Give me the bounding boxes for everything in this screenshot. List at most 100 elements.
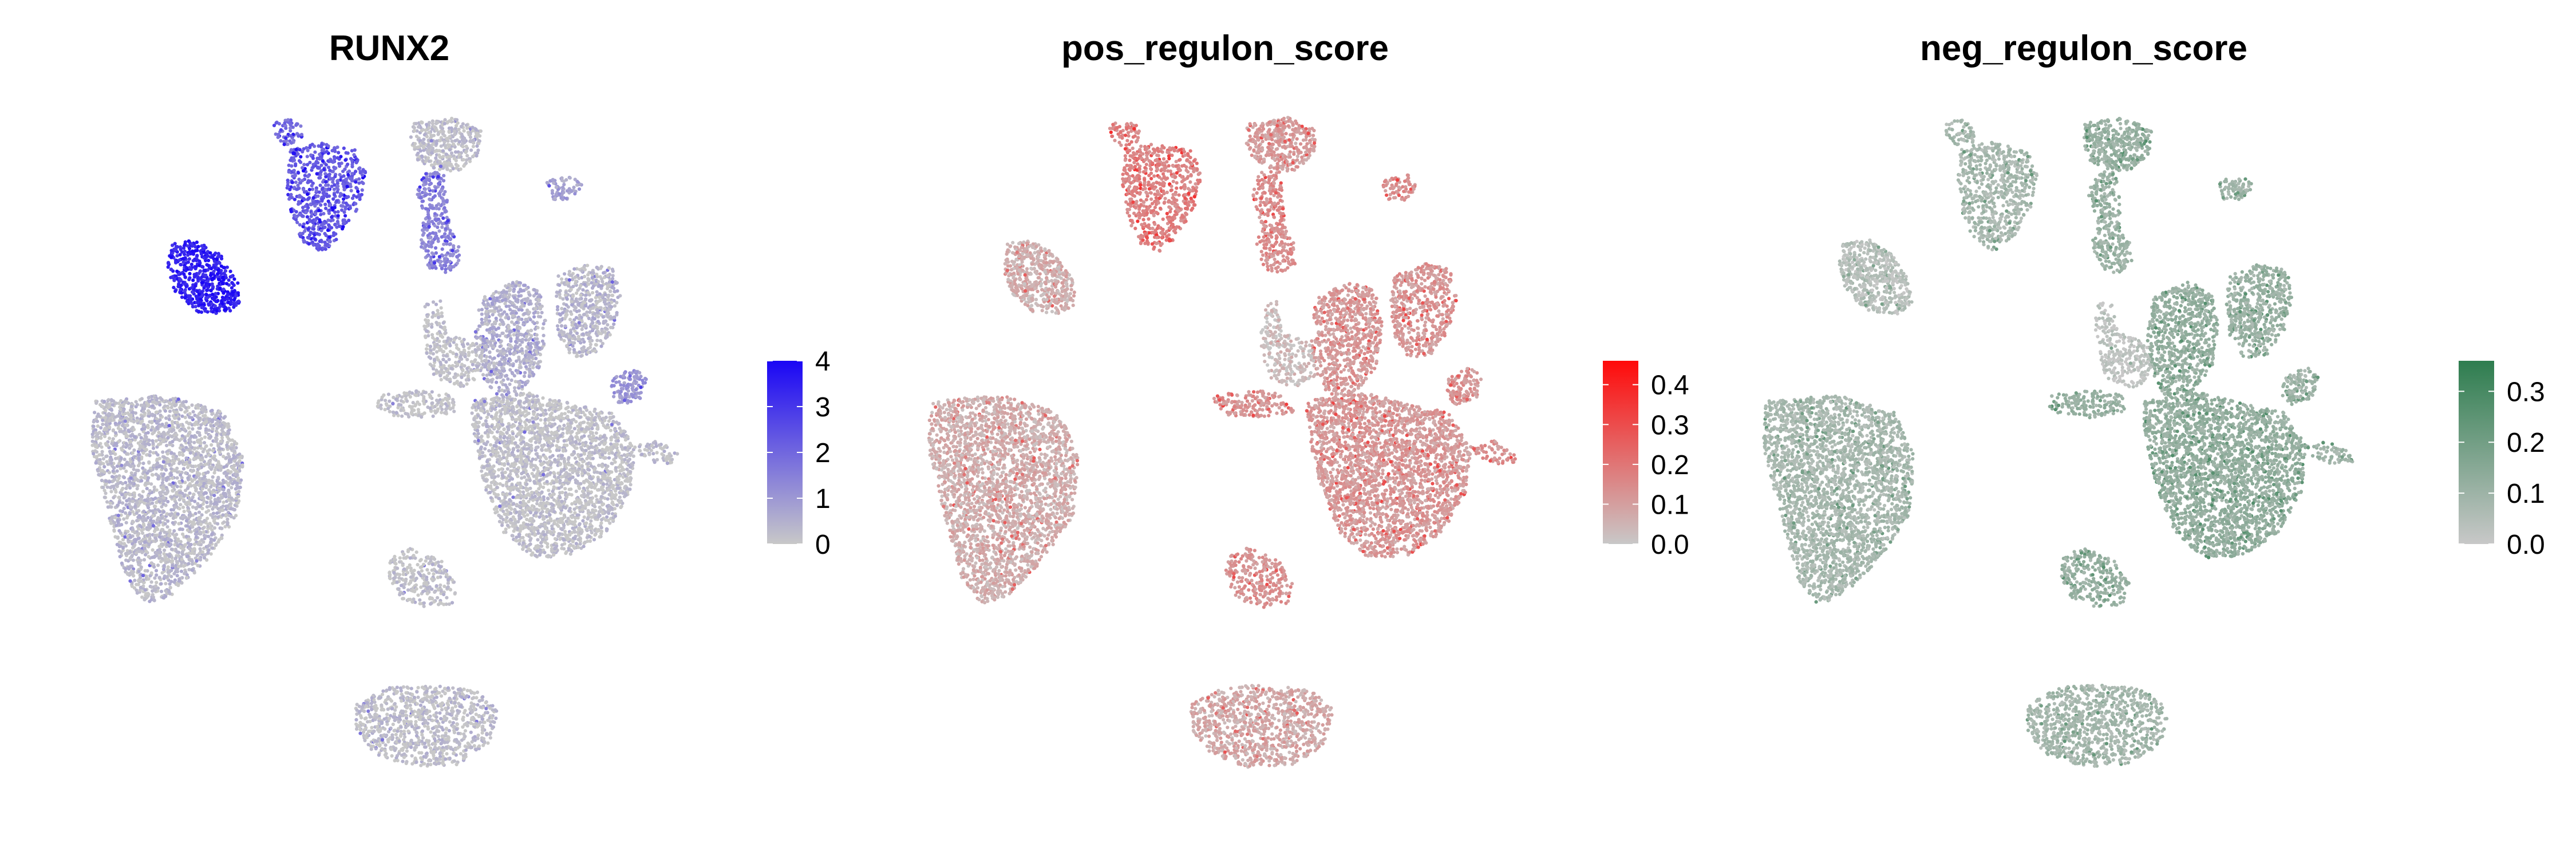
point bbox=[111, 450, 116, 454]
point bbox=[157, 547, 161, 551]
point bbox=[215, 411, 219, 415]
point bbox=[112, 529, 116, 533]
point bbox=[329, 159, 333, 163]
point bbox=[323, 247, 327, 251]
point bbox=[303, 229, 307, 233]
point bbox=[140, 427, 144, 431]
point bbox=[188, 451, 192, 455]
point bbox=[195, 480, 199, 484]
point bbox=[155, 398, 159, 402]
point bbox=[339, 204, 343, 208]
point bbox=[302, 198, 306, 202]
point bbox=[172, 400, 176, 404]
point bbox=[291, 157, 295, 161]
point bbox=[235, 473, 239, 477]
point bbox=[200, 305, 204, 310]
point bbox=[318, 183, 322, 187]
point bbox=[188, 295, 192, 300]
point bbox=[462, 129, 466, 133]
point bbox=[104, 427, 108, 431]
point bbox=[200, 244, 204, 248]
point bbox=[130, 554, 134, 558]
point bbox=[155, 526, 159, 530]
point bbox=[152, 598, 156, 602]
point bbox=[145, 453, 149, 457]
point bbox=[197, 472, 202, 476]
point bbox=[189, 514, 193, 518]
point bbox=[117, 476, 121, 480]
point bbox=[211, 448, 215, 453]
point bbox=[137, 447, 141, 451]
point bbox=[227, 306, 231, 310]
point bbox=[147, 476, 151, 480]
point bbox=[175, 269, 179, 273]
point bbox=[211, 292, 215, 297]
point bbox=[118, 467, 123, 471]
point bbox=[155, 488, 159, 492]
point bbox=[350, 172, 354, 176]
point bbox=[427, 126, 431, 130]
point bbox=[113, 434, 118, 438]
point bbox=[113, 478, 117, 482]
point bbox=[201, 450, 205, 454]
point bbox=[196, 521, 200, 525]
point bbox=[139, 497, 143, 502]
point bbox=[434, 128, 439, 132]
point bbox=[327, 239, 331, 243]
point bbox=[128, 579, 132, 583]
point bbox=[208, 526, 213, 530]
point bbox=[149, 571, 153, 575]
point bbox=[152, 485, 156, 489]
point bbox=[325, 192, 329, 196]
point bbox=[434, 231, 438, 235]
point bbox=[238, 481, 242, 485]
point bbox=[180, 414, 184, 418]
point bbox=[310, 212, 314, 216]
point bbox=[445, 200, 449, 204]
point bbox=[562, 190, 566, 195]
point bbox=[449, 163, 453, 167]
point bbox=[167, 590, 171, 594]
point bbox=[143, 546, 147, 550]
point bbox=[222, 501, 226, 505]
point bbox=[136, 479, 140, 483]
point bbox=[426, 249, 430, 253]
point bbox=[301, 206, 305, 210]
point bbox=[437, 160, 441, 164]
point bbox=[210, 412, 214, 416]
point bbox=[284, 136, 288, 140]
point bbox=[465, 153, 469, 157]
point bbox=[122, 403, 126, 407]
point bbox=[299, 132, 304, 137]
point bbox=[139, 565, 143, 569]
point bbox=[200, 265, 204, 269]
point bbox=[582, 515, 586, 519]
point bbox=[594, 431, 598, 435]
point bbox=[219, 264, 223, 268]
point bbox=[432, 252, 436, 256]
point bbox=[121, 423, 125, 428]
point bbox=[442, 206, 447, 210]
point bbox=[113, 515, 117, 520]
point bbox=[323, 172, 327, 176]
point bbox=[171, 516, 175, 521]
point bbox=[199, 423, 203, 427]
point bbox=[151, 593, 155, 597]
point bbox=[133, 476, 137, 480]
point bbox=[195, 254, 199, 258]
point bbox=[446, 234, 451, 238]
point bbox=[207, 488, 211, 492]
point bbox=[108, 405, 112, 409]
point bbox=[342, 210, 346, 214]
point bbox=[198, 476, 202, 480]
point bbox=[227, 424, 231, 428]
point bbox=[210, 296, 215, 301]
point bbox=[135, 487, 139, 491]
point bbox=[201, 520, 206, 524]
point bbox=[342, 174, 346, 178]
point bbox=[445, 167, 449, 171]
point bbox=[290, 164, 294, 168]
point bbox=[227, 491, 231, 495]
point bbox=[212, 538, 216, 542]
point bbox=[294, 215, 298, 219]
